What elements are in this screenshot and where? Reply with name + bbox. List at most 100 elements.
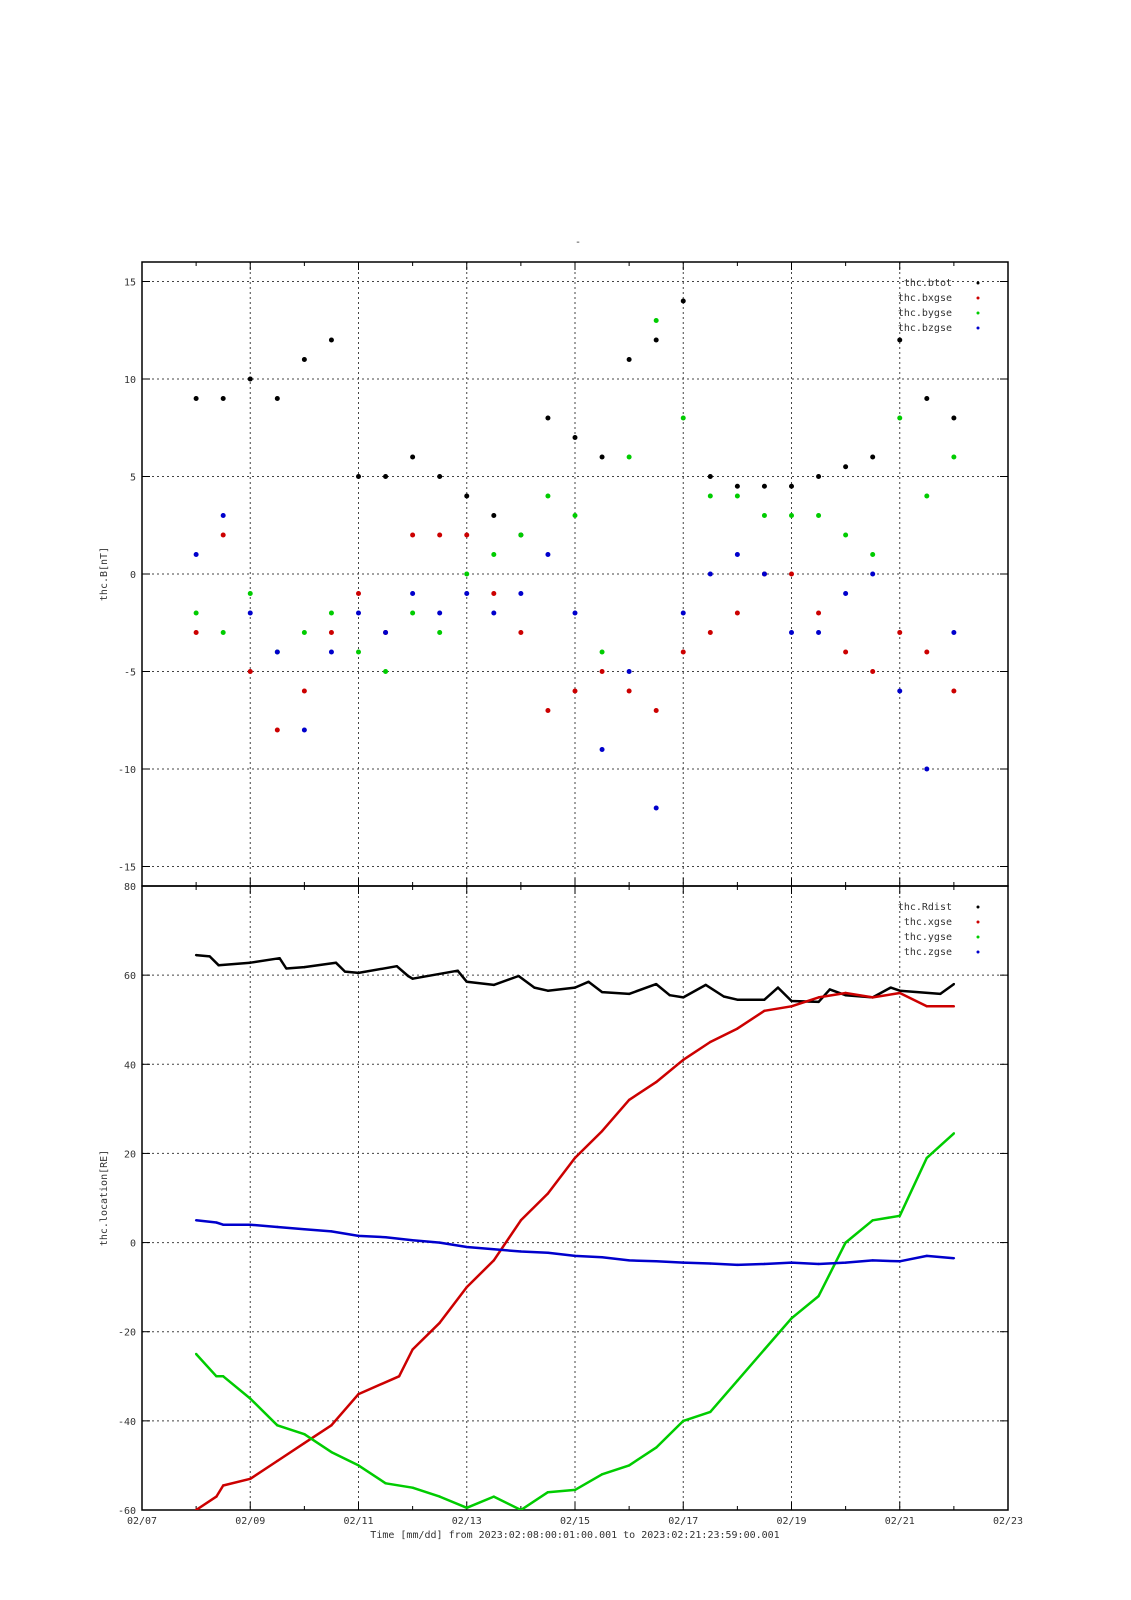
data-point-thc-rdist bbox=[465, 980, 468, 984]
data-point-thc-rdist bbox=[194, 953, 198, 957]
data-point-thc-bygse bbox=[707, 493, 713, 499]
data-point-thc-zgse bbox=[790, 1261, 793, 1264]
data-point-thc-xgse bbox=[397, 1375, 401, 1378]
data-point-thc-zgse bbox=[898, 1260, 901, 1263]
data-point-thc-rdist bbox=[704, 983, 708, 987]
data-point-thc-rdist bbox=[278, 957, 281, 960]
data-point-thc-bygse bbox=[356, 649, 361, 655]
plot-area bbox=[193, 298, 957, 811]
data-point-thc-btot bbox=[870, 454, 876, 460]
data-point-thc-zgse bbox=[600, 1256, 604, 1259]
data-point-thc-xgse bbox=[546, 1192, 550, 1195]
data-point-thc-zgse bbox=[817, 1262, 820, 1266]
data-point-thc-xgse bbox=[249, 1477, 252, 1481]
data-point-thc-zgse bbox=[249, 1223, 252, 1226]
x-tick-label: 02/09 bbox=[235, 1516, 265, 1527]
data-point-thc-bxgse bbox=[870, 669, 876, 674]
data-point-thc-btot bbox=[680, 298, 686, 304]
data-point-thc-zgse bbox=[215, 1221, 218, 1224]
data-point-thc-xgse bbox=[871, 996, 874, 999]
data-point-thc-ygse bbox=[844, 1241, 847, 1244]
data-point-thc-bygse bbox=[301, 630, 307, 635]
data-point-thc-bzgse bbox=[626, 669, 632, 674]
plot-frame bbox=[141, 885, 1009, 1511]
legend-label-thc-bzgse: thc.bzgse bbox=[898, 323, 952, 334]
y-tick-label: -40 bbox=[118, 1417, 136, 1428]
data-point-thc-bxgse bbox=[518, 630, 524, 635]
data-point-thc-bzgse bbox=[274, 649, 280, 655]
data-point-thc-btot bbox=[220, 396, 226, 401]
data-point-thc-bxgse bbox=[951, 688, 957, 694]
legend-marker-thc-xgse bbox=[976, 920, 980, 924]
legend-label-thc-zgse: thc.zgse bbox=[904, 947, 952, 958]
data-point-thc-bygse bbox=[518, 532, 524, 538]
data-point-thc-bxgse bbox=[247, 669, 253, 674]
data-point-thc-rdist bbox=[546, 989, 550, 992]
data-point-thc-ygse bbox=[492, 1495, 496, 1498]
data-point-thc-bxgse bbox=[816, 610, 822, 616]
data-point-thc-ygse bbox=[600, 1473, 604, 1476]
data-point-thc-bzgse bbox=[761, 571, 767, 577]
data-point-thc-btot bbox=[545, 415, 551, 421]
data-point-thc-xgse bbox=[519, 1219, 523, 1222]
data-point-thc-bygse bbox=[599, 649, 605, 655]
data-point-thc-bzgse bbox=[816, 630, 822, 635]
data-point-thc-rdist bbox=[776, 986, 780, 989]
series-line-thc-xgse bbox=[195, 991, 954, 1510]
data-point-thc-xgse bbox=[709, 1040, 712, 1044]
legend-label-thc-rdist: thc.Rdist bbox=[898, 902, 952, 913]
data-point-thc-zgse bbox=[925, 1254, 929, 1258]
data-point-thc-ygse bbox=[573, 1488, 577, 1492]
data-point-thc-zgse bbox=[438, 1241, 441, 1244]
data-point-thc-bzgse bbox=[924, 766, 930, 772]
data-point-thc-bygse bbox=[789, 513, 794, 518]
x-tick-label: 02/07 bbox=[127, 1516, 157, 1527]
data-point-thc-btot bbox=[274, 396, 280, 401]
y-tick-label: 10 bbox=[124, 375, 136, 386]
data-point-thc-btot bbox=[383, 474, 389, 479]
legend-label-thc-btot: thc.btot bbox=[904, 278, 952, 289]
data-point-thc-ygse bbox=[952, 1132, 956, 1135]
data-point-thc-zgse bbox=[844, 1261, 847, 1264]
data-point-thc-rdist bbox=[357, 971, 360, 975]
legend-marker-thc-zgse bbox=[976, 950, 980, 954]
data-point-thc-ygse bbox=[330, 1450, 333, 1454]
data-point-thc-bygse bbox=[410, 610, 416, 616]
data-point-thc-rdist bbox=[939, 992, 942, 996]
data-point-thc-bzgse bbox=[680, 610, 686, 616]
data-point-thc-bygse bbox=[437, 630, 443, 635]
data-point-thc-xgse bbox=[276, 1459, 279, 1463]
legend-label-thc-xgse: thc.xgse bbox=[904, 917, 952, 928]
data-point-thc-xgse bbox=[357, 1392, 360, 1396]
data-point-thc-btot bbox=[328, 337, 334, 343]
data-point-thc-rdist bbox=[668, 994, 671, 997]
data-point-thc-xgse bbox=[303, 1441, 306, 1445]
data-point-thc-bzgse bbox=[383, 630, 389, 635]
data-point-thc-ygse bbox=[438, 1495, 441, 1498]
data-point-thc-bxgse bbox=[437, 532, 443, 538]
data-point-thc-bygse bbox=[734, 493, 740, 499]
data-point-thc-ygse bbox=[817, 1294, 820, 1298]
data-point-thc-btot bbox=[599, 454, 605, 460]
data-point-thc-btot bbox=[897, 337, 903, 343]
y-tick-label: 0 bbox=[130, 570, 136, 581]
data-point-thc-rdist bbox=[343, 970, 347, 973]
data-point-thc-bzgse bbox=[870, 571, 876, 577]
data-point-thc-zgse bbox=[519, 1250, 523, 1253]
legend-marker-thc-ygse bbox=[976, 935, 980, 939]
y-tick-label: -5 bbox=[124, 668, 136, 679]
data-point-thc-ygse bbox=[871, 1219, 874, 1222]
data-point-thc-ygse bbox=[357, 1464, 360, 1467]
data-point-thc-bygse bbox=[897, 415, 903, 421]
data-point-thc-rdist bbox=[627, 992, 631, 996]
data-point-thc-zgse bbox=[330, 1230, 333, 1233]
data-point-thc-bygse bbox=[545, 493, 551, 499]
data-point-thc-bxgse bbox=[410, 532, 416, 538]
data-point-thc-xgse bbox=[627, 1098, 631, 1102]
data-point-thc-bzgse bbox=[518, 591, 524, 596]
data-point-thc-ygse bbox=[411, 1486, 414, 1489]
data-point-thc-bxgse bbox=[843, 649, 849, 655]
data-point-thc-ygse bbox=[249, 1397, 252, 1400]
data-point-thc-bxgse bbox=[789, 571, 794, 577]
data-point-thc-xgse bbox=[763, 1009, 766, 1012]
